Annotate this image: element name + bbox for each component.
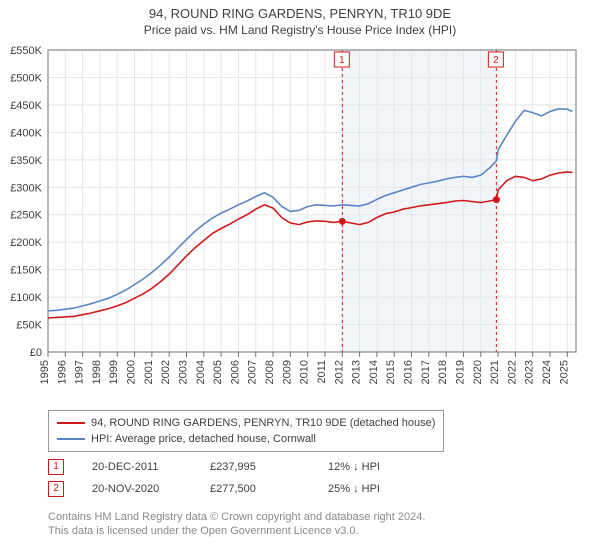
marker-date: 20-DEC-2011 [92,461,182,473]
chart-svg: £0£50K£100K£150K£200K£250K£300K£350K£400… [48,44,582,398]
svg-text:£300K: £300K [10,182,42,194]
svg-text:2004: 2004 [195,360,207,384]
marker-row: 1 20-DEC-2011 £237,995 12% ↓ HPI [48,456,418,478]
svg-text:2015: 2015 [385,360,397,384]
svg-text:2019: 2019 [454,360,466,384]
svg-text:2014: 2014 [368,360,380,384]
marker-table: 1 20-DEC-2011 £237,995 12% ↓ HPI 2 20-NO… [48,456,418,500]
svg-text:2010: 2010 [299,360,311,384]
svg-text:2000: 2000 [126,360,138,384]
footnote: Contains HM Land Registry data © Crown c… [48,510,425,538]
legend-row-series1: 94, ROUND RING GARDENS, PENRYN, TR10 9DE… [57,415,435,431]
chart-subtitle: Price paid vs. HM Land Registry's House … [0,21,600,41]
footnote-line1: Contains HM Land Registry data © Crown c… [48,510,425,524]
svg-text:1998: 1998 [91,360,103,384]
marker-number: 2 [48,481,64,497]
svg-text:2: 2 [493,55,499,66]
marker-price: £277,500 [210,483,300,495]
footnote-line2: This data is licensed under the Open Gov… [48,524,425,538]
svg-text:2022: 2022 [506,360,518,384]
svg-text:1995: 1995 [39,360,51,384]
svg-text:2011: 2011 [316,360,328,384]
svg-text:2013: 2013 [351,360,363,384]
marker-delta: 12% ↓ HPI [328,461,418,473]
svg-text:2021: 2021 [489,360,501,384]
chart-panel: 94, ROUND RING GARDENS, PENRYN, TR10 9DE… [0,0,600,560]
svg-text:2001: 2001 [143,360,155,384]
svg-text:2003: 2003 [177,360,189,384]
legend-label-series2: HPI: Average price, detached house, Corn… [91,431,316,447]
svg-text:£50K: £50K [16,320,42,332]
svg-text:2023: 2023 [524,360,536,384]
legend-swatch-series1 [57,422,85,424]
svg-text:2017: 2017 [420,360,432,384]
legend-row-series2: HPI: Average price, detached house, Corn… [57,431,435,447]
svg-text:2005: 2005 [212,360,224,384]
svg-text:2024: 2024 [541,360,553,384]
marker-price: £237,995 [210,461,300,473]
svg-text:1999: 1999 [108,360,120,384]
svg-text:£450K: £450K [10,100,42,112]
chart-title: 94, ROUND RING GARDENS, PENRYN, TR10 9DE [0,0,600,21]
svg-text:2009: 2009 [281,360,293,384]
svg-text:2018: 2018 [437,360,449,384]
svg-text:2016: 2016 [403,360,415,384]
legend: 94, ROUND RING GARDENS, PENRYN, TR10 9DE… [48,410,444,452]
svg-text:2008: 2008 [264,360,276,384]
marker-delta: 25% ↓ HPI [328,483,418,495]
svg-text:1996: 1996 [56,360,68,384]
svg-text:£100K: £100K [10,292,42,304]
svg-text:£350K: £350K [10,155,42,167]
svg-text:£500K: £500K [10,72,42,84]
svg-text:2002: 2002 [160,360,172,384]
marker-row: 2 20-NOV-2020 £277,500 25% ↓ HPI [48,478,418,500]
svg-text:1: 1 [339,55,345,66]
legend-label-series1: 94, ROUND RING GARDENS, PENRYN, TR10 9DE… [91,415,435,431]
svg-text:2020: 2020 [472,360,484,384]
svg-text:2025: 2025 [558,360,570,384]
svg-text:2007: 2007 [247,360,259,384]
marker-number: 1 [48,459,64,475]
svg-text:2006: 2006 [229,360,241,384]
svg-text:£200K: £200K [10,237,42,249]
svg-text:£550K: £550K [10,45,42,57]
svg-text:£0: £0 [30,347,42,359]
chart-plot-area: £0£50K£100K£150K£200K£250K£300K£350K£400… [48,44,582,398]
svg-text:1997: 1997 [74,360,86,384]
svg-text:£400K: £400K [10,127,42,139]
svg-text:2012: 2012 [333,360,345,384]
legend-swatch-series2 [57,438,85,440]
svg-text:£150K: £150K [10,265,42,277]
marker-date: 20-NOV-2020 [92,483,182,495]
svg-text:£250K: £250K [10,210,42,222]
